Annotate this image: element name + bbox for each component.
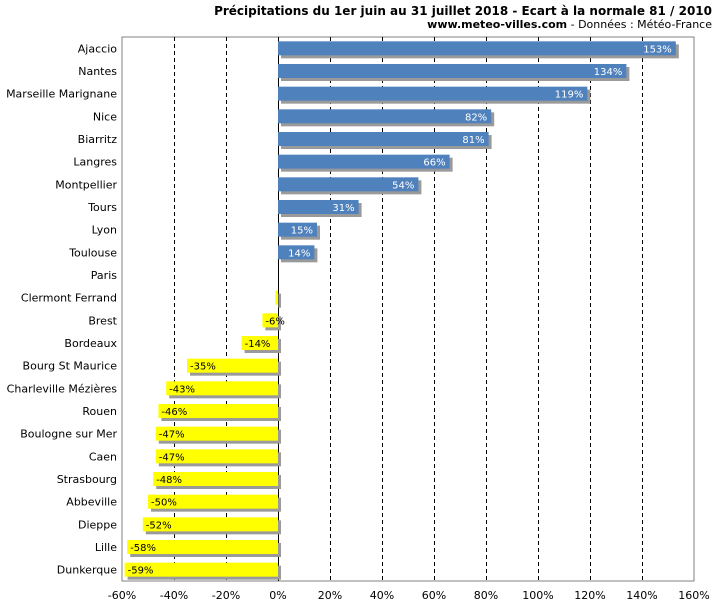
category-label: Langres	[73, 156, 117, 169]
plot-area	[121, 36, 695, 582]
x-tick-label: 100%	[522, 589, 553, 602]
bar	[278, 200, 359, 214]
category-label: Lille	[95, 541, 117, 554]
x-tick-label: 20%	[318, 589, 342, 602]
bar	[127, 540, 278, 554]
data-label: 54%	[392, 180, 414, 191]
bar	[187, 358, 278, 373]
data-label: 119%	[555, 90, 584, 101]
category-labels: Ajaccio Nantes Marseille Marignane Nice Biar…	[6, 42, 118, 576]
x-tick-label: -60%	[108, 589, 136, 602]
bar-shadow	[278, 293, 281, 308]
data-label: 66%	[423, 158, 445, 169]
subtitle-site: www.meteo-villes.com	[427, 18, 567, 31]
category-label: Montpellier	[55, 178, 117, 191]
x-tick-label: 0%	[269, 589, 286, 602]
category-label: Boulogne sur Mer	[20, 428, 117, 441]
category-label: Rouen	[82, 405, 117, 418]
x-tick-label: 60%	[422, 589, 446, 602]
x-tick-label: 80%	[474, 589, 498, 602]
bar	[278, 132, 489, 146]
bar	[278, 222, 317, 237]
bar	[155, 449, 278, 464]
category-label: Paris	[91, 269, 117, 282]
category-label: Nice	[93, 110, 117, 123]
bar	[153, 472, 278, 486]
category-label: Bordeaux	[64, 337, 117, 350]
x-tick-label: -20%	[212, 589, 240, 602]
bar	[278, 109, 492, 124]
data-label: -43%	[169, 384, 195, 395]
chart-title: Précipitations du 1er juin au 31 juillet…	[214, 4, 712, 18]
data-label: -48%	[156, 475, 182, 486]
data-label: -52%	[146, 520, 172, 531]
data-label: 153%	[643, 44, 672, 55]
category-label: Lyon	[92, 224, 117, 237]
data-label: 14%	[288, 248, 310, 259]
bar	[158, 404, 278, 418]
x-tick-label: 120%	[574, 589, 605, 602]
data-label: -47%	[159, 452, 185, 463]
data-label: 134%	[594, 67, 623, 78]
data-label: -35%	[190, 362, 216, 373]
bar	[142, 517, 278, 532]
bar	[278, 245, 315, 260]
bar	[124, 562, 278, 577]
x-tick-label: -40%	[160, 589, 188, 602]
chart-subtitle: www.meteo-villes.com - Données : Météo-F…	[427, 18, 712, 31]
data-label: -59%	[128, 566, 154, 577]
bar	[241, 336, 278, 350]
bar	[262, 313, 278, 328]
category-label: Caen	[89, 450, 117, 463]
category-label: Bourg St Maurice	[23, 360, 118, 373]
bar	[278, 64, 627, 78]
data-label: -14%	[245, 339, 271, 350]
data-label: 81%	[462, 135, 484, 146]
category-label: Toulouse	[68, 246, 117, 259]
bar	[275, 290, 278, 305]
category-label: Clermont Ferrand	[21, 292, 117, 305]
category-label: Brest	[88, 314, 117, 327]
data-label: 31%	[332, 203, 354, 214]
bar	[166, 381, 278, 396]
category-label: Dieppe	[78, 518, 117, 531]
bar	[148, 494, 278, 509]
category-label: Nantes	[78, 65, 117, 78]
grid-lines	[174, 37, 643, 581]
category-label: Tours	[87, 201, 117, 214]
bar	[278, 41, 676, 56]
x-tick-label: 40%	[370, 589, 394, 602]
bars: 153% 134% 119% 82% 81% 66% 54% 31% 15% 14% -6% -14%…	[124, 41, 679, 580]
x-tick-label: 140%	[626, 589, 657, 602]
category-label: Dunkerque	[57, 564, 117, 577]
data-label: -58%	[130, 543, 156, 554]
data-label: -6%	[265, 316, 284, 327]
data-label: 82%	[465, 112, 487, 123]
data-label: -46%	[161, 407, 187, 418]
data-label: -50%	[151, 498, 177, 509]
x-tick-label: 160%	[678, 589, 709, 602]
category-label: Ajaccio	[78, 42, 117, 55]
bar	[155, 426, 278, 441]
bar	[278, 86, 588, 101]
category-label: Abbeville	[66, 496, 117, 509]
data-label: 15%	[291, 226, 313, 237]
data-label: -47%	[159, 430, 185, 441]
category-label: Biarritz	[78, 133, 118, 146]
bar	[278, 154, 450, 169]
category-label: Charleville Mézières	[7, 382, 118, 395]
x-axis-ticks: -60% -40% -20% 0% 20% 40% 60% 80% 100% 120% 140% 16…	[108, 589, 710, 602]
bar	[278, 177, 419, 192]
category-label: Strasbourg	[57, 473, 117, 486]
category-label: Marseille Marignane	[6, 88, 117, 101]
subtitle-source: - Données : Météo-France	[567, 18, 712, 31]
